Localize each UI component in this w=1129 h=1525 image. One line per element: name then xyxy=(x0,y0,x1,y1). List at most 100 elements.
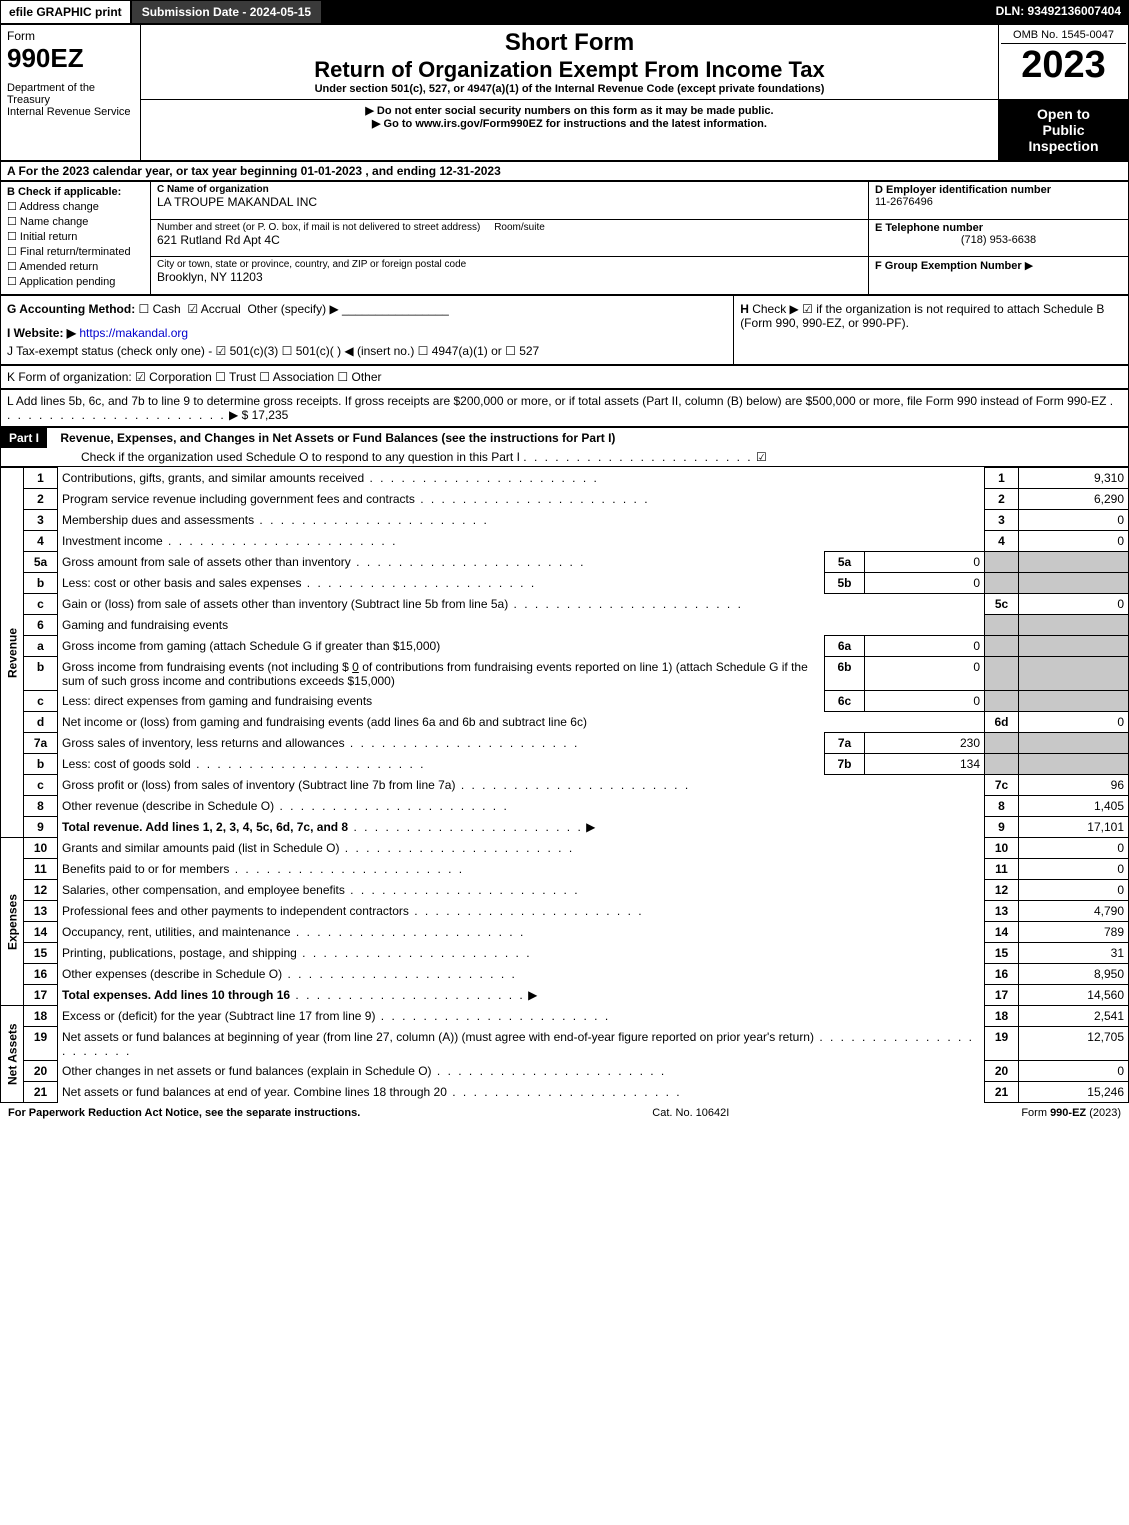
form-number: 990EZ xyxy=(7,43,134,74)
revenue-vlabel: Revenue xyxy=(1,468,24,838)
line7a-desc: Gross sales of inventory, less returns a… xyxy=(62,736,345,750)
line5c-val: 0 xyxy=(1019,594,1129,615)
lines-table: Revenue 1 Contributions, gifts, grants, … xyxy=(0,467,1129,1103)
line20-val: 0 xyxy=(1019,1061,1129,1082)
irs-label: Internal Revenue Service xyxy=(7,106,134,118)
line6d-desc: Net income or (loss) from gaming and fun… xyxy=(62,715,587,729)
section-e-label: E Telephone number xyxy=(875,222,1122,234)
check-address-change[interactable]: Address change xyxy=(7,200,144,213)
line14-val: 789 xyxy=(1019,922,1129,943)
section-h-label: H xyxy=(740,302,749,316)
line17-desc: Total expenses. Add lines 10 through 16 xyxy=(62,988,290,1002)
check-accrual[interactable]: Accrual xyxy=(187,302,240,316)
warning-ssn: Do not enter social security numbers on … xyxy=(145,104,994,117)
line7a-val: 230 xyxy=(865,733,985,754)
line8-val: 1,405 xyxy=(1019,796,1129,817)
check-final-return[interactable]: Final return/terminated xyxy=(7,245,144,258)
line17-val: 14,560 xyxy=(1019,985,1129,1006)
footer-left: For Paperwork Reduction Act Notice, see … xyxy=(8,1107,360,1119)
line18-val: 2,541 xyxy=(1019,1006,1129,1027)
line3-desc: Membership dues and assessments xyxy=(62,513,254,527)
expenses-vlabel: Expenses xyxy=(1,838,24,1006)
part1-header: Part I Revenue, Expenses, and Changes in… xyxy=(0,427,1129,467)
line2-desc: Program service revenue including govern… xyxy=(62,492,415,506)
section-d-label: D Employer identification number xyxy=(875,184,1122,196)
section-a: A For the 2023 calendar year, or tax yea… xyxy=(1,162,1129,181)
line9-desc: Total revenue. Add lines 1, 2, 3, 4, 5c,… xyxy=(62,820,348,834)
footer: For Paperwork Reduction Act Notice, see … xyxy=(0,1103,1129,1123)
line4-val: 0 xyxy=(1019,531,1129,552)
top-bar: efile GRAPHIC print Submission Date - 20… xyxy=(0,0,1129,24)
line11-val: 0 xyxy=(1019,859,1129,880)
line6-desc: Gaming and fundraising events xyxy=(58,615,985,636)
line14-desc: Occupancy, rent, utilities, and maintena… xyxy=(62,925,291,939)
section-g-label: G Accounting Method: xyxy=(7,302,135,316)
check-cash[interactable]: Cash xyxy=(139,302,181,316)
line5c-desc: Gain or (loss) from sale of assets other… xyxy=(62,597,508,611)
line20-desc: Other changes in net assets or fund bala… xyxy=(62,1064,432,1078)
line6a-val: 0 xyxy=(865,636,985,657)
check-name-change[interactable]: Name change xyxy=(7,215,144,228)
line5a-desc: Gross amount from sale of assets other t… xyxy=(62,555,351,569)
line13-val: 4,790 xyxy=(1019,901,1129,922)
org-name: LA TROUPE MAKANDAL INC xyxy=(157,195,862,209)
section-a-row: A For the 2023 calendar year, or tax yea… xyxy=(0,161,1129,181)
line11-desc: Benefits paid to or for members xyxy=(62,862,229,876)
short-form-title: Short Form xyxy=(145,29,994,57)
section-k: K Form of organization: ☑ Corporation ☐ … xyxy=(1,366,1129,389)
ein-value: 11-2676496 xyxy=(875,196,1122,208)
line7c-desc: Gross profit or (loss) from sales of inv… xyxy=(62,778,455,792)
efile-link[interactable]: efile GRAPHIC print xyxy=(0,0,131,24)
netassets-vlabel: Net Assets xyxy=(1,1006,24,1103)
line1-val: 9,310 xyxy=(1019,468,1129,489)
section-l-value: $ 17,235 xyxy=(242,408,289,422)
g-h-block: G Accounting Method: Cash Accrual Other … xyxy=(0,295,1129,365)
city-value: Brooklyn, NY 11203 xyxy=(157,270,862,284)
phone-value: (718) 953-6638 xyxy=(875,234,1122,246)
return-title: Return of Organization Exempt From Incom… xyxy=(145,57,994,83)
part1-check-text: Check if the organization used Schedule … xyxy=(81,450,520,464)
line6d-val: 0 xyxy=(1019,712,1129,733)
line21-val: 15,246 xyxy=(1019,1082,1129,1103)
check-initial-return[interactable]: Initial return xyxy=(7,230,144,243)
public: Public xyxy=(1003,122,1124,138)
section-j: J Tax-exempt status (check only one) - ☑… xyxy=(7,344,727,358)
line5a-val: 0 xyxy=(865,552,985,573)
section-b-label: B Check if applicable: xyxy=(7,186,144,198)
part1-title: Revenue, Expenses, and Changes in Net As… xyxy=(50,431,615,445)
street-label: Number and street (or P. O. box, if mail… xyxy=(157,222,862,233)
dln: DLN: 93492136007404 xyxy=(988,0,1129,24)
section-l-text: L Add lines 5b, 6c, and 7b to line 9 to … xyxy=(7,394,1106,408)
part1-label: Part I xyxy=(1,428,47,448)
section-c-label: C Name of organization xyxy=(157,184,862,195)
part1-checked[interactable]: ☑ xyxy=(756,450,767,464)
other-specify: Other (specify) ▶ xyxy=(247,302,338,316)
line2-val: 6,290 xyxy=(1019,489,1129,510)
city-label: City or town, state or province, country… xyxy=(157,259,862,270)
line1-desc: Contributions, gifts, grants, and simila… xyxy=(62,471,364,485)
line5b-val: 0 xyxy=(865,573,985,594)
line21-desc: Net assets or fund balances at end of ye… xyxy=(62,1085,447,1099)
warning-goto: Go to www.irs.gov/Form990EZ for instruct… xyxy=(145,117,994,130)
line9-val: 17,101 xyxy=(1019,817,1129,838)
line6b-val: 0 xyxy=(865,657,985,691)
line7b-val: 134 xyxy=(865,754,985,775)
info-block: B Check if applicable: Address change Na… xyxy=(0,181,1129,295)
line7c-val: 96 xyxy=(1019,775,1129,796)
website-link[interactable]: https://makandal.org xyxy=(79,326,188,340)
line15-desc: Printing, publications, postage, and shi… xyxy=(62,946,297,960)
line8-desc: Other revenue (describe in Schedule O) xyxy=(62,799,274,813)
section-f-arrow: ▶ xyxy=(1025,260,1033,272)
header-table: Form 990EZ Department of the Treasury In… xyxy=(0,24,1129,161)
line19-val: 12,705 xyxy=(1019,1027,1129,1061)
section-i-label: I Website: ▶ xyxy=(7,326,76,340)
line13-desc: Professional fees and other payments to … xyxy=(62,904,409,918)
line7b-desc: Less: cost of goods sold xyxy=(62,757,191,771)
check-amended-return[interactable]: Amended return xyxy=(7,260,144,273)
form-word: Form xyxy=(7,29,134,43)
check-application-pending[interactable]: Application pending xyxy=(7,275,144,288)
line5b-desc: Less: cost or other basis and sales expe… xyxy=(62,576,301,590)
dept-treasury: Department of the Treasury xyxy=(7,82,134,106)
footer-mid: Cat. No. 10642I xyxy=(652,1107,729,1119)
line6c-val: 0 xyxy=(865,691,985,712)
